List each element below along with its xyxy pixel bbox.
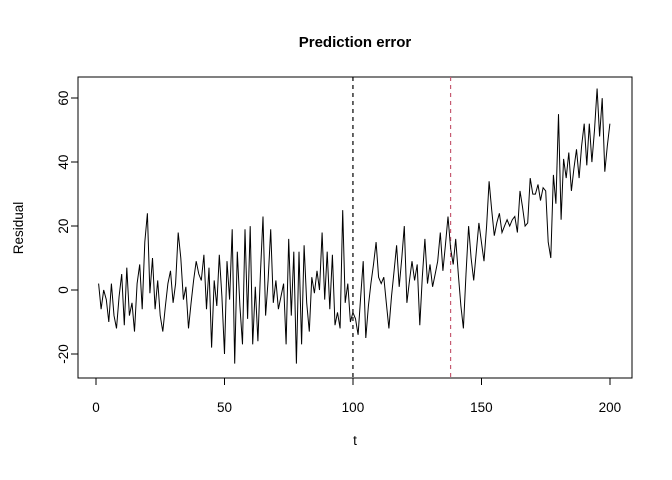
x-tick-label: 0 [92, 400, 100, 415]
x-axis-label: t [353, 433, 357, 448]
y-tick-label: -20 [56, 344, 71, 364]
chart-title: Prediction error [299, 34, 412, 51]
residuals-series-line [98, 88, 611, 364]
x-tick-label: 150 [470, 400, 493, 415]
y-tick-label: 0 [56, 286, 71, 294]
y-tick-label: 40 [56, 155, 71, 170]
y-tick-label: 20 [56, 219, 71, 234]
plot-area: 0 50 100 150 200 -20 0 20 40 60 [56, 76, 633, 415]
y-tick-label: 60 [56, 91, 71, 106]
x-tick-label: 200 [599, 400, 622, 415]
x-tick-label: 50 [217, 400, 232, 415]
x-tick-label: 100 [342, 400, 365, 415]
plot-border [77, 76, 633, 379]
y-axis-label: Residual [11, 202, 26, 255]
